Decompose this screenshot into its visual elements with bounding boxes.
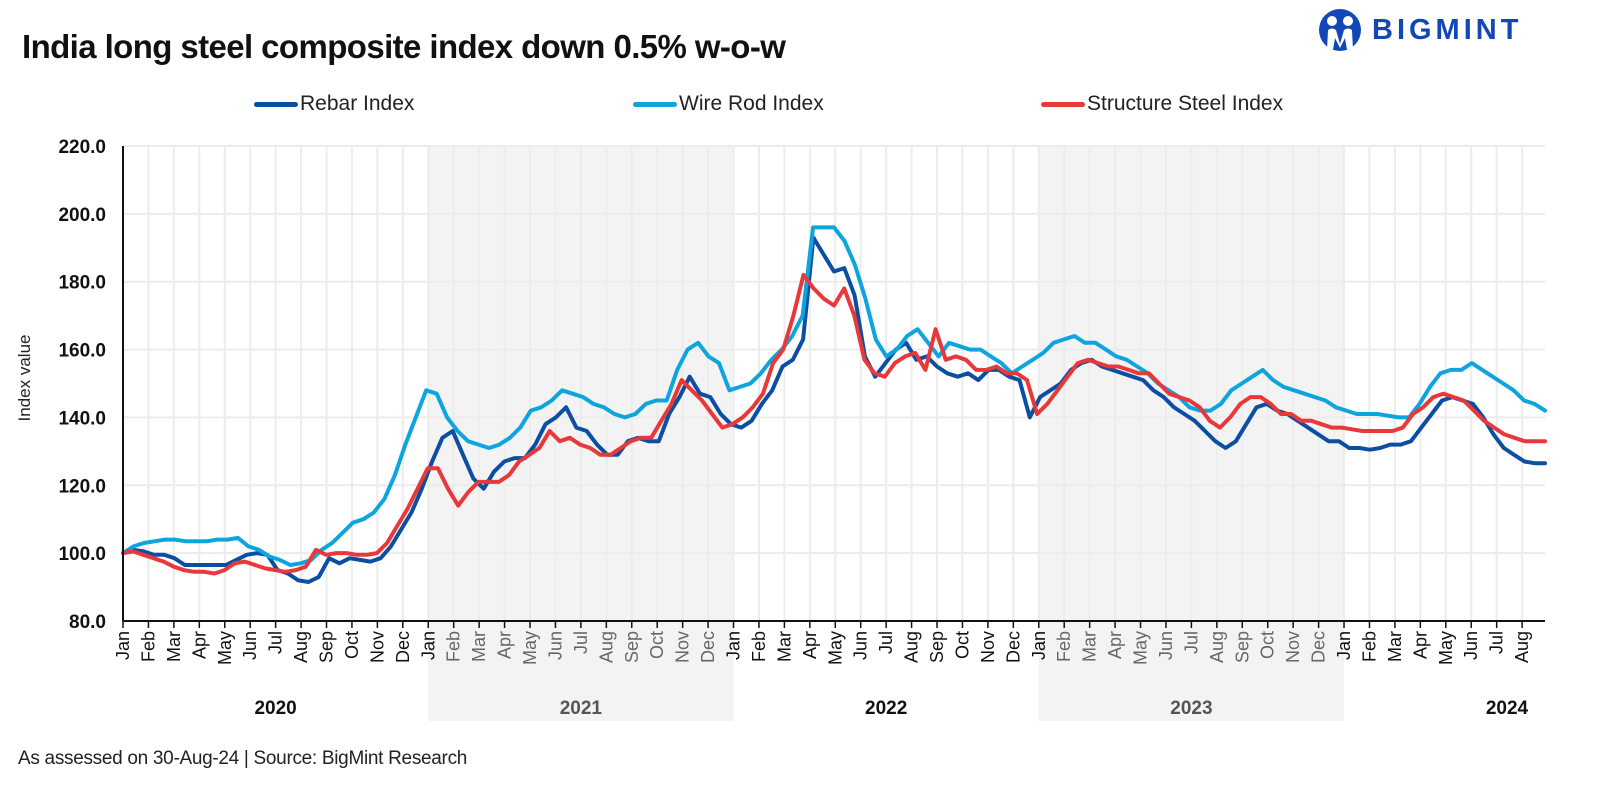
x-tick-label: Jul	[266, 631, 286, 654]
chart-title: India long steel composite index down 0.…	[22, 28, 786, 65]
x-axis-year-labels: 2020 2021 2022 2023 2024	[254, 698, 1528, 719]
x-tick-label: Sep	[927, 631, 947, 663]
year-label-2024: 2024	[1486, 698, 1529, 719]
x-tick-label: Jan	[724, 631, 744, 660]
y-tick-label: 160.0	[58, 341, 106, 362]
x-tick-label: Dec	[1309, 631, 1329, 663]
x-tick-label: Jan	[1029, 631, 1049, 660]
x-tick-label: Jul	[1181, 631, 1201, 654]
x-tick-label: Jun	[851, 631, 871, 660]
line-chart: 80.0100.0120.0140.0160.0180.0200.0220.0 …	[15, 137, 1547, 721]
series-line-wire-rod-index	[121, 225, 1547, 567]
x-tick-label: Dec	[1003, 631, 1023, 663]
x-tick-label: Dec	[393, 631, 413, 663]
y-tick-label: 200.0	[58, 205, 106, 226]
bigmint-logo: BIGMINT	[1318, 8, 1522, 52]
x-tick-label: Mar	[469, 631, 489, 662]
x-tick-label: Sep	[317, 631, 337, 663]
axes	[122, 146, 1545, 622]
x-tick-label: Nov	[673, 631, 693, 663]
x-tick-label: Apr	[1105, 631, 1125, 659]
logo-text: BIGMINT	[1372, 13, 1523, 46]
x-tick-label: Nov	[978, 631, 998, 663]
year-label-2022: 2022	[865, 698, 907, 719]
legend-item-structure-steel[interactable]: Structure Steel Index	[1041, 92, 1283, 116]
grid-lines	[122, 145, 1545, 622]
x-tick-label: Jun	[1461, 631, 1481, 660]
y-tick-label: 220.0	[58, 137, 106, 158]
legend-item-rebar[interactable]: Rebar Index	[254, 92, 414, 116]
x-tick-label: Aug	[1207, 631, 1227, 663]
x-tick-label: Aug	[291, 631, 311, 663]
x-tick-label: Mar	[1080, 631, 1100, 662]
bigmint-people-icon	[1319, 9, 1361, 51]
x-tick-label: May	[825, 631, 845, 665]
x-tick-label: May	[1436, 631, 1456, 665]
x-tick-label: Feb	[1359, 631, 1379, 662]
y-tick-label: 120.0	[58, 476, 106, 497]
x-tick-label: Apr	[800, 631, 820, 659]
series-lines	[121, 225, 1547, 584]
x-tick-label: Nov	[367, 631, 387, 663]
y-axis-ticks: 80.0 100.0 120.0 140.0 160.0 180.0 200.0 220.0	[58, 137, 106, 633]
x-tick-label: Feb	[444, 631, 464, 662]
x-tick-label: Jul	[1487, 631, 1507, 654]
x-tick-label: Mar	[1385, 631, 1405, 662]
x-tick-label: Jun	[545, 631, 565, 660]
legend-label-wire-rod: Wire Rod Index	[679, 92, 824, 115]
x-tick-label: Sep	[622, 631, 642, 663]
x-tick-label: Apr	[189, 631, 209, 659]
x-tick-label: Jan	[1334, 631, 1354, 660]
footer-source-note: As assessed on 30-Aug-24 | Source: BigMi…	[18, 748, 468, 769]
x-tick-label: Aug	[1512, 631, 1532, 663]
x-tick-label: May	[215, 631, 235, 665]
x-tick-label: Aug	[902, 631, 922, 663]
legend-swatch-structure-steel	[1041, 101, 1085, 107]
x-tick-label: Feb	[1054, 631, 1074, 662]
year-label-2020: 2020	[254, 698, 296, 719]
year-label-2023: 2023	[1170, 698, 1212, 719]
x-tick-label: Jun	[240, 631, 260, 660]
x-tick-label: Nov	[1283, 631, 1303, 663]
legend-item-wire-rod[interactable]: Wire Rod Index	[633, 92, 824, 116]
chart-legend: Rebar Index Wire Rod Index Structure Ste…	[0, 92, 1598, 118]
x-tick-label: Aug	[596, 631, 616, 663]
x-tick-label: Apr	[1410, 631, 1430, 659]
y-tick-label: 100.0	[58, 544, 106, 565]
legend-swatch-wire-rod	[633, 101, 677, 107]
x-tick-label: Jan	[418, 631, 438, 660]
year-label-2021: 2021	[560, 698, 603, 719]
series-line-structure-steel-index	[121, 272, 1547, 576]
x-tick-label: Dec	[698, 631, 718, 663]
x-tick-label: Oct	[342, 631, 362, 659]
legend-swatch-rebar	[254, 101, 298, 107]
x-tick-label: Oct	[1258, 631, 1278, 659]
x-tick-label: May	[1131, 631, 1151, 665]
x-tick-label: Oct	[952, 631, 972, 659]
y-tick-label: 80.0	[69, 612, 106, 633]
x-tick-label: Sep	[1232, 631, 1252, 663]
legend-label-rebar: Rebar Index	[300, 92, 415, 115]
legend-label-structure-steel: Structure Steel Index	[1087, 92, 1284, 115]
x-axis-month-ticks: Jan Feb Mar Apr May Jun Jul Aug Sep Oct Nov Dec Jan F…	[113, 621, 1532, 665]
x-tick-label: Jul	[571, 631, 591, 654]
x-tick-label: Feb	[138, 631, 158, 662]
x-tick-label: Oct	[647, 631, 667, 659]
x-tick-label: Mar	[164, 631, 184, 662]
x-tick-label: Apr	[495, 631, 515, 659]
x-tick-label: May	[520, 631, 540, 665]
x-tick-label: Mar	[774, 631, 794, 662]
y-tick-label: 140.0	[58, 408, 106, 429]
x-tick-label: Feb	[749, 631, 769, 662]
y-axis-label: Index value	[15, 335, 34, 422]
x-tick-label: Jul	[876, 631, 896, 654]
x-tick-label: Jan	[113, 631, 133, 660]
x-tick-label: Jun	[1156, 631, 1176, 660]
y-tick-label: 180.0	[58, 273, 106, 294]
series-line-rebar-index	[121, 235, 1547, 584]
